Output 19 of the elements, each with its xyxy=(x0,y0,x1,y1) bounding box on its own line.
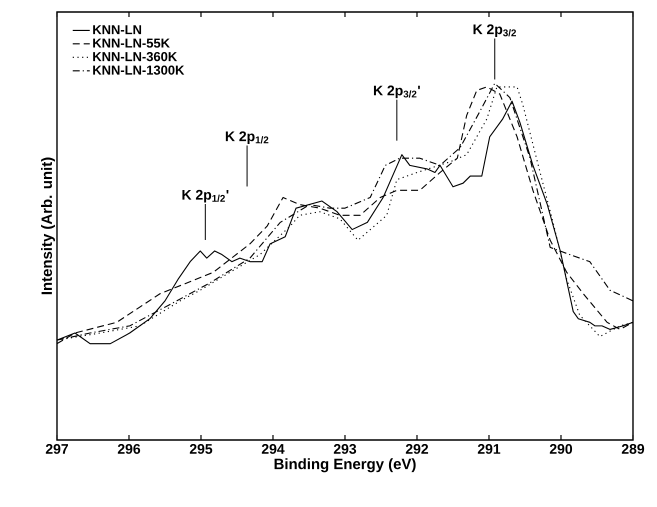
annotation: K 2p$_{3/2}$' xyxy=(374,86,420,98)
text: K 2p$_{3/2}$ xyxy=(474,24,516,37)
x-tick-label: 297 xyxy=(46,444,68,454)
annotation: K 2p$_{1/2}$' xyxy=(182,190,228,202)
x-axis-title: Binding Energy (eV) xyxy=(274,458,416,472)
annotation: K 2p$_{1/2}$ xyxy=(226,131,268,144)
legend-label: KNN-LN xyxy=(93,25,142,34)
y-axis-title: Intensity (Arb. unit) xyxy=(41,158,55,294)
x-tick-label: 296 xyxy=(118,444,140,454)
x-tick-label: 290 xyxy=(550,444,572,454)
legend-label: KNN-LN-360K xyxy=(93,52,178,62)
x-tick-label: 291 xyxy=(478,444,500,454)
x-tick-label: 293 xyxy=(334,444,356,454)
x-tick-label: 295 xyxy=(190,444,212,454)
x-tick-label: 294 xyxy=(262,444,285,454)
legend-label: KNN-LN-1300K xyxy=(93,66,184,75)
legend-label: KNN-LN-55K xyxy=(93,38,170,48)
x-tick-label: 292 xyxy=(406,444,428,454)
x-tick-label: 289 xyxy=(622,444,644,454)
